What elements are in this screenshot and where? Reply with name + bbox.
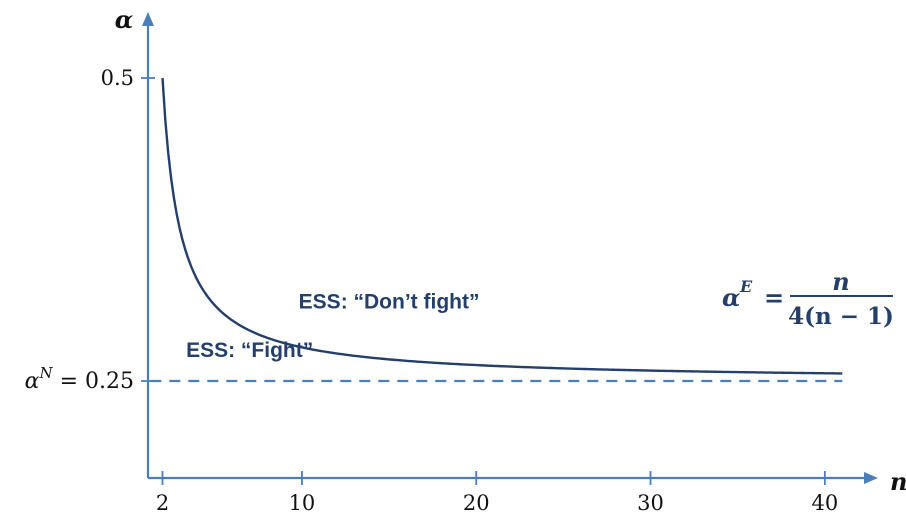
y-tick-label-alpha-n: αN = 0.25 [25,364,134,394]
formula-equals: = [764,283,784,312]
x-tick-label: 40 [811,491,838,515]
x-axis-arrow-icon [864,472,878,484]
x-tick-label: 20 [463,491,490,515]
formula-lhs-base: α [722,283,740,312]
curve-formula-label: α E = n 4(n − 1) [722,267,894,330]
y-tick-label: 0.5 [101,66,134,90]
y-axis-arrow-icon [142,12,154,26]
formula-numerator: n [832,267,849,296]
formula-denominator: 4(n − 1) [788,303,894,330]
annotation-fight: ESS: “Fight” [186,339,313,362]
curve-alpha-e [161,77,843,375]
x-tick-label: 30 [637,491,664,515]
x-tick-label: 2 [156,491,169,515]
y-ticks: 0.5 αN = 0.25 [25,66,155,394]
formula-lhs-sup: E [739,277,753,296]
y-axis-title: α [115,5,133,34]
x-ticks: 2 10 20 30 40 [156,471,838,515]
x-tick-label: 10 [289,491,316,515]
annotation-dont-fight: ESS: “Don’t fight” [299,290,480,313]
x-axis-title: n [890,467,906,496]
